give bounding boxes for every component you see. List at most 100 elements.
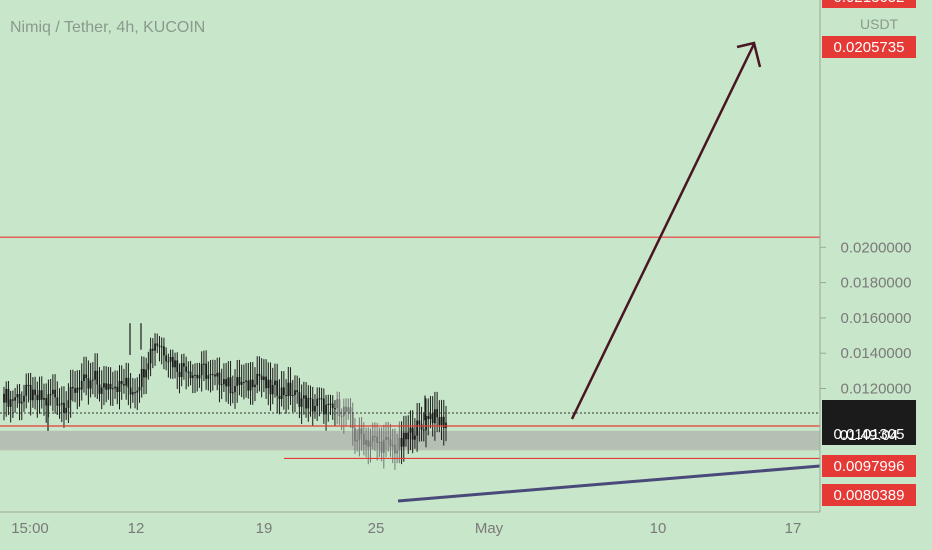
- candle-body: [167, 361, 170, 363]
- candle-body: [138, 387, 141, 391]
- candle-body: [125, 377, 128, 386]
- time-tick-label: 25: [368, 520, 385, 537]
- candle-body: [416, 420, 419, 436]
- projection-arrow[interactable]: [570, 41, 762, 420]
- candle-body: [71, 386, 74, 389]
- candle-body: [131, 392, 134, 395]
- candle-body: [134, 392, 136, 394]
- candle-body: [225, 379, 228, 387]
- candle-body: [116, 386, 119, 392]
- level-price-label-bg: [822, 455, 916, 477]
- candle-body: [36, 394, 39, 401]
- candle-body: [256, 373, 259, 385]
- candle-body: [158, 345, 161, 347]
- candle-body: [205, 363, 208, 379]
- candle-body: [169, 356, 172, 362]
- candle-body: [149, 348, 152, 364]
- candle-body: [287, 382, 290, 397]
- price-tick-label: 0.0140000: [841, 345, 912, 362]
- candle-body: [18, 394, 21, 404]
- candle-body: [227, 377, 230, 387]
- candle-body: [94, 370, 96, 380]
- candle-body: [356, 439, 359, 442]
- candle-body: [440, 416, 443, 425]
- candle-body: [56, 397, 59, 406]
- candle-body: [60, 402, 63, 405]
- candle-body: [43, 397, 45, 400]
- candle-body: [309, 398, 312, 400]
- candle-body: [85, 374, 88, 379]
- candle-body: [242, 381, 245, 383]
- candle-body: [5, 388, 8, 403]
- candle-body: [231, 392, 234, 394]
- candle-body: [400, 438, 403, 447]
- candle-body: [129, 387, 132, 395]
- candle-body: [176, 360, 179, 372]
- candle-body: [420, 424, 423, 430]
- candle-body: [405, 432, 407, 440]
- candle-body: [178, 371, 181, 377]
- candle-body: [314, 405, 316, 412]
- candle-body: [407, 432, 410, 440]
- candle-body: [331, 403, 334, 409]
- candle-body: [63, 402, 65, 413]
- candle-body: [365, 439, 367, 445]
- candle-body: [418, 420, 421, 425]
- candle-body: [65, 407, 68, 413]
- candle-body: [147, 363, 150, 370]
- candle-body: [222, 379, 225, 385]
- candle-body: [325, 404, 327, 415]
- candle-body: [260, 375, 263, 381]
- price-tick-label: 0.0160000: [841, 310, 912, 327]
- candle-body: [31, 389, 34, 401]
- candle-body: [380, 441, 383, 453]
- candle-body: [334, 408, 336, 410]
- candle-body: [329, 403, 332, 405]
- price-tick-label: 0.0120000: [841, 381, 912, 398]
- candle-body: [187, 371, 190, 373]
- candle-body: [78, 387, 81, 390]
- candle-body: [16, 394, 19, 398]
- candle-body: [338, 399, 341, 417]
- candle-body: [109, 383, 112, 390]
- candle-body: [302, 395, 305, 399]
- candle-body: [54, 389, 56, 398]
- candle-body: [438, 417, 441, 425]
- candle-body: [103, 383, 105, 388]
- currency-label: USDT: [860, 16, 899, 32]
- trendline[interactable]: [397, 464, 821, 503]
- candle-body: [429, 413, 432, 420]
- candle-body: [111, 388, 114, 390]
- candle-body: [107, 383, 110, 390]
- candle-body: [262, 376, 265, 381]
- candle-body: [307, 398, 310, 409]
- candle-body: [96, 370, 99, 385]
- time-tick-label: 15:00: [11, 520, 49, 537]
- candle-body: [14, 397, 17, 401]
- candle-body: [362, 433, 365, 445]
- candle-body: [327, 403, 330, 405]
- candle-body: [378, 441, 381, 443]
- candle-body: [189, 371, 192, 379]
- candle-body: [127, 377, 130, 388]
- candle-body: [358, 428, 361, 440]
- support-price-label-bg: [822, 484, 916, 506]
- candle-body: [238, 377, 241, 385]
- candle-body: [98, 384, 101, 394]
- candle-body: [247, 380, 250, 391]
- candle-body: [20, 401, 23, 404]
- candle-body: [320, 398, 323, 400]
- price-tick-label: 0.0180000: [841, 275, 912, 292]
- candle-body: [394, 444, 396, 454]
- candle-body: [349, 407, 352, 413]
- candle-body: [74, 388, 76, 393]
- candle-body: [409, 427, 412, 433]
- candle-body: [196, 374, 199, 379]
- candle-body: [291, 395, 294, 397]
- candle-body: [234, 385, 236, 393]
- candle-body: [425, 416, 427, 431]
- candle-body: [367, 439, 370, 447]
- candle-body: [100, 387, 103, 394]
- candle-body: [76, 387, 79, 393]
